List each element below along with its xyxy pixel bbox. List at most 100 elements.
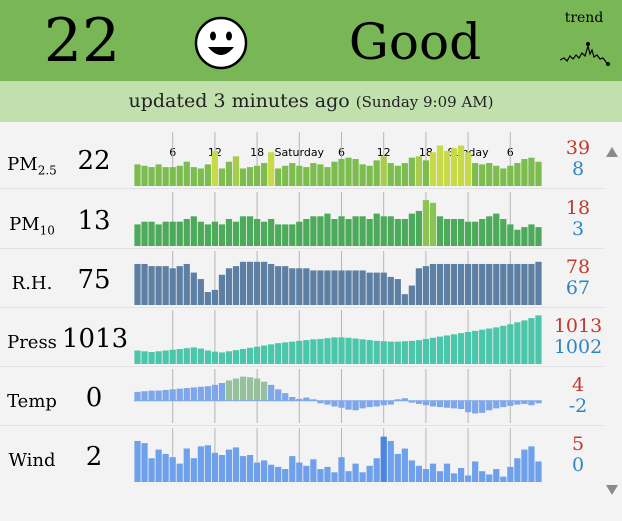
chart-bar	[134, 391, 141, 401]
chart-bar	[521, 449, 528, 482]
chart-bar	[479, 329, 486, 364]
chart-bar	[507, 224, 514, 246]
chart-bar	[253, 165, 261, 186]
sensor-row-pm25[interactable]: PM2.5 22 39 8	[0, 130, 604, 189]
chart-bar	[261, 221, 268, 246]
chart-bar	[352, 463, 359, 482]
chart-bar	[239, 456, 247, 482]
chart-bar	[155, 224, 162, 246]
sensor-row-rh[interactable]: R.H. 75 78 67	[0, 249, 604, 308]
sensor-history-chart[interactable]	[134, 251, 542, 305]
chart-bar	[352, 338, 359, 364]
sensor-high-value: 5	[571, 433, 585, 455]
trend-sparkline-icon[interactable]	[558, 36, 610, 68]
sensor-history-chart[interactable]	[134, 310, 542, 364]
chart-bar	[197, 279, 204, 305]
chart-bar	[479, 219, 486, 246]
sensor-history-chart[interactable]	[134, 369, 542, 423]
chart-bar	[472, 461, 479, 482]
chart-bar	[345, 219, 352, 246]
chart-bar	[408, 400, 415, 403]
chart-bar	[352, 216, 359, 246]
chart-bar	[408, 157, 415, 186]
chart-bar	[275, 389, 282, 401]
sensor-row-press[interactable]: Press 1013 1013 1002	[0, 308, 604, 367]
sensor-label: Wind	[0, 450, 64, 471]
chart-bar	[317, 270, 324, 305]
chart-bar	[310, 399, 317, 401]
chart-bar	[486, 216, 493, 246]
chart-bar	[493, 165, 500, 186]
chart-bar	[387, 440, 394, 482]
chart-bar	[422, 266, 430, 305]
sensor-row-wind[interactable]: Wind 2 5 0	[0, 426, 600, 484]
sensor-row-temp[interactable]: Temp 0 4 -2	[0, 367, 604, 426]
chart-bar	[528, 400, 535, 406]
chart-bar	[387, 216, 394, 246]
chart-bar	[436, 471, 444, 482]
chart-bar	[296, 165, 303, 186]
chart-bar	[331, 337, 338, 364]
chart-bar	[338, 216, 345, 246]
chart-bar	[211, 150, 219, 186]
chart-bar	[268, 219, 275, 246]
chart-bar	[239, 261, 247, 305]
chart-bar	[387, 276, 394, 305]
sensor-current-value: 0	[85, 383, 103, 413]
sensor-label: R.H.	[0, 273, 64, 294]
chart-bar	[514, 163, 521, 186]
chart-bar	[197, 348, 204, 364]
chart-bar	[303, 340, 310, 364]
chart-bar	[232, 350, 240, 364]
row-separator	[0, 366, 604, 367]
chart-bar	[472, 330, 479, 364]
chart-bar	[204, 292, 211, 305]
chart-bar	[162, 453, 169, 482]
chart-bar	[457, 333, 465, 364]
chart-bar	[521, 159, 528, 186]
chart-bar	[479, 471, 486, 482]
chart-bar	[275, 466, 282, 482]
chart-bar	[486, 474, 493, 482]
chart-bar	[176, 221, 183, 246]
chart-bar	[465, 331, 472, 364]
chart-bar	[176, 165, 183, 186]
chart-bar	[387, 163, 394, 186]
chart-bar	[289, 224, 296, 246]
chart-bar	[394, 279, 401, 305]
chart-bar	[190, 347, 197, 364]
chart-bar	[289, 396, 296, 401]
chart-bar	[500, 325, 507, 364]
chart-bar	[148, 390, 155, 401]
chart-bar	[450, 148, 458, 186]
scroll-up-icon[interactable]	[606, 146, 618, 158]
chart-bar	[148, 221, 155, 246]
chart-bar	[465, 400, 472, 413]
chart-bar	[303, 465, 310, 482]
chart-bar	[514, 400, 521, 405]
chart-bar	[134, 224, 141, 246]
chart-bar	[204, 445, 211, 482]
scroll-down-icon[interactable]	[606, 484, 618, 496]
chart-bar	[394, 341, 401, 364]
sensor-low-value: -2	[568, 395, 588, 417]
chart-bar	[268, 464, 275, 482]
chart-bar	[443, 150, 451, 186]
sensor-history-chart[interactable]	[134, 428, 542, 482]
chart-bar	[324, 466, 331, 482]
chart-bar	[429, 202, 437, 246]
chart-bar	[366, 465, 373, 482]
sensor-history-chart[interactable]	[134, 132, 542, 186]
chart-bar	[282, 393, 289, 401]
chart-bar	[246, 347, 254, 364]
chart-bar	[401, 163, 408, 186]
sensor-history-chart[interactable]	[134, 192, 542, 246]
chart-bar	[225, 161, 233, 186]
chart-bar	[218, 352, 226, 364]
chart-bar	[422, 469, 430, 482]
chart-bar	[443, 335, 451, 364]
sensor-row-pm10[interactable]: PM10 13 18 3	[0, 190, 604, 249]
chart-bar	[289, 456, 296, 482]
trend-label[interactable]: trend	[564, 10, 604, 26]
chart-bar	[204, 164, 211, 186]
